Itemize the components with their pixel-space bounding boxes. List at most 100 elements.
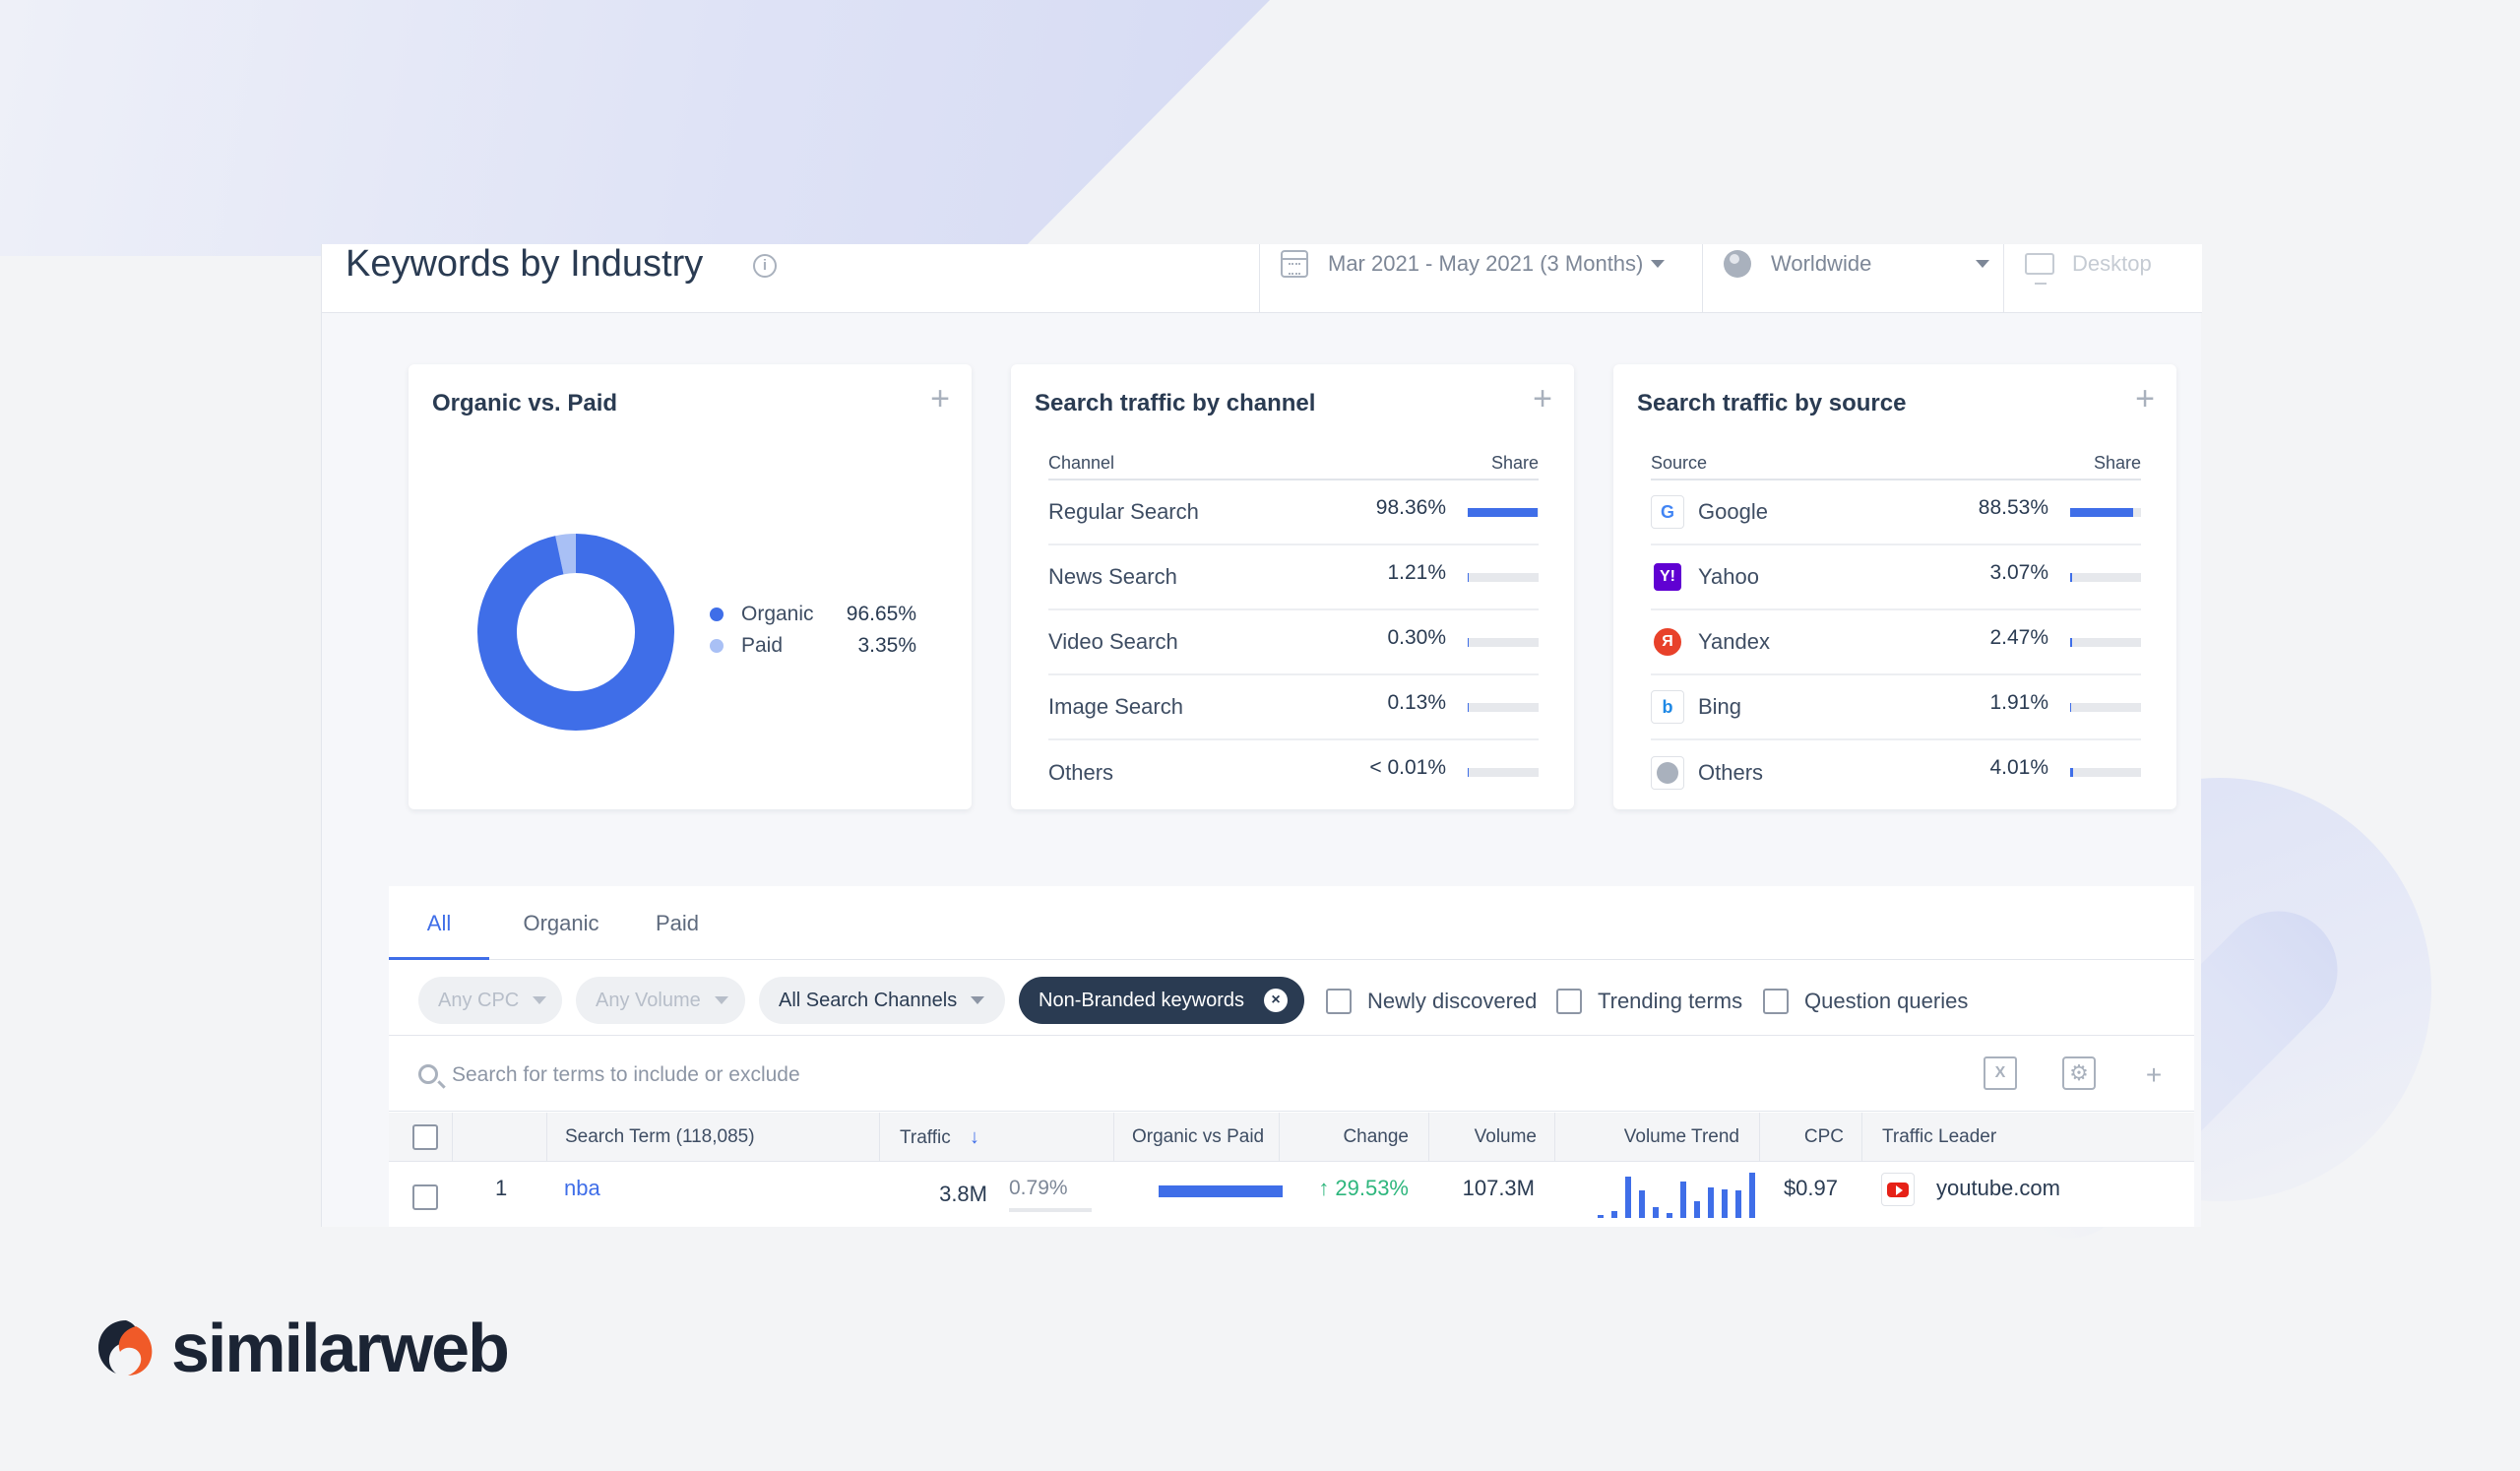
share-value: 0.13% [1387, 691, 1446, 714]
table-row[interactable]: Video Search 0.30% [1048, 610, 1539, 675]
table-row[interactable]: b Bing 1.91% [1651, 675, 2141, 740]
add-icon[interactable]: + [1533, 380, 1552, 417]
traffic-by-channel-card: Search traffic by channel + Channel Shar… [1011, 364, 1574, 809]
divider [2003, 244, 2004, 313]
date-range-selector[interactable]: Mar 2021 - May 2021 (3 Months) [1281, 244, 1666, 284]
column-header-term[interactable]: Search Term (118,085) [546, 1113, 895, 1162]
column-header-change[interactable]: Change [1279, 1113, 1428, 1162]
traffic-value: 3.8M [939, 1182, 987, 1206]
table-row[interactable]: Image Search 0.13% [1048, 675, 1539, 740]
page-title: Keywords by Industry [346, 243, 704, 285]
column-settings-icon[interactable]: ⚙ [2062, 1056, 2096, 1090]
share-bar-fill [2070, 703, 2072, 712]
table-row[interactable]: Regular Search 98.36% [1048, 480, 1539, 545]
volume-filter[interactable]: Any Volume [576, 977, 745, 1024]
source-cell: b Bing [1651, 690, 2141, 724]
checkbox[interactable] [1556, 989, 1582, 1014]
share-value: 1.21% [1387, 561, 1446, 584]
table-row[interactable]: Others 4.01% [1651, 740, 2141, 805]
select-all-checkbox[interactable] [412, 1124, 438, 1150]
table-row[interactable]: Others < 0.01% [1048, 740, 1539, 805]
question-queries-checkbox[interactable]: Question queries [1763, 989, 1968, 1014]
table-row[interactable]: G Google 88.53% [1651, 480, 2141, 545]
add-icon[interactable]: + [930, 380, 950, 417]
tab-organic[interactable]: Organic [523, 911, 599, 935]
keywords-section: All Organic Paid Any CPC Any Volume All … [389, 886, 2194, 1227]
source-name: Bing [1698, 694, 1742, 719]
search-input[interactable] [452, 1058, 1633, 1092]
trending-terms-checkbox[interactable]: Trending terms [1556, 989, 1742, 1014]
dashboard-panel: Keywords by Industry i Mar 2021 - May 20… [321, 243, 2202, 1227]
channel-table: Channel Share Regular Search 98.36% News… [1048, 447, 1539, 805]
card-title: Organic vs. Paid [432, 390, 618, 416]
tab-paid[interactable]: Paid [655, 911, 700, 935]
globe-icon [1651, 756, 1684, 790]
table-header: Channel Share [1048, 447, 1539, 480]
divider [1702, 244, 1703, 313]
share-bar [1468, 508, 1539, 517]
trend-bar [1680, 1182, 1686, 1218]
column-header: Source [1651, 452, 1708, 473]
column-header-leader[interactable]: Traffic Leader [1861, 1113, 2194, 1162]
chevron-down-icon [533, 996, 547, 1004]
channels-filter[interactable]: All Search Channels [759, 977, 1005, 1024]
share-bar-fill [1468, 768, 1470, 777]
table-row[interactable]: News Search 1.21% [1048, 545, 1539, 610]
share-value: 0.30% [1387, 626, 1446, 649]
column-header-trend[interactable]: Volume Trend [1554, 1113, 1759, 1162]
cpc-filter[interactable]: Any CPC [418, 977, 562, 1024]
trend-bar [1639, 1190, 1645, 1218]
search-term-link[interactable]: nba [564, 1176, 600, 1200]
google-icon: G [1651, 495, 1684, 529]
share-bar [1468, 768, 1539, 777]
column-header: Channel [1048, 452, 1115, 473]
table-header: Source Share [1651, 447, 2141, 480]
column-header: Share [2093, 452, 2141, 473]
table-row[interactable]: Я Yandex 2.47% [1651, 610, 2141, 675]
table-row[interactable]: Y! Yahoo 3.07% [1651, 545, 2141, 610]
traffic-leader-link[interactable]: youtube.com [1936, 1176, 2060, 1200]
share-bar [1468, 573, 1539, 582]
checkbox[interactable] [1763, 989, 1789, 1014]
column-header-traffic[interactable]: Traffic ↓ [879, 1113, 1113, 1162]
filter-bar: Any CPC Any Volume All Search Channels N… [389, 961, 2194, 1036]
row-checkbox[interactable] [412, 1184, 438, 1210]
add-icon[interactable]: + [2145, 1059, 2163, 1090]
channels-filter-label: All Search Channels [779, 989, 958, 1011]
table-row[interactable]: 1 nba 3.8M 0.79% ↑ 29.53% 107.3M $0.97 yo… [389, 1163, 2194, 1227]
legend-item-paid: Paid 3.35% [710, 630, 916, 662]
source-name: Google [1698, 499, 1768, 524]
share-bar-fill [2070, 638, 2072, 647]
share-bar-fill [1468, 508, 1538, 517]
legend-item-organic: Organic 96.65% [710, 599, 916, 630]
organic-vs-paid-card: Organic vs. Paid + Organic 96.65% Paid 3… [409, 364, 972, 809]
branded-filter-label: Non-Branded keywords [1039, 989, 1244, 1011]
monitor-icon [2025, 253, 2054, 285]
country-selector[interactable]: Worldwide [1724, 244, 1995, 284]
column-header-volume[interactable]: Volume [1428, 1113, 1554, 1162]
arrow-up-icon: ↑ [1318, 1176, 1330, 1200]
close-icon[interactable]: × [1264, 989, 1288, 1012]
trend-bar [1749, 1173, 1755, 1218]
share-bar [2070, 508, 2141, 517]
branded-filter-chip[interactable]: Non-Branded keywords × [1019, 977, 1304, 1024]
share-value: < 0.01% [1369, 756, 1446, 779]
add-icon[interactable]: + [2135, 380, 2155, 417]
globe-icon [1724, 250, 1751, 278]
card-title: Search traffic by channel [1035, 390, 1316, 416]
column-header-ovp[interactable]: Organic vs Paid [1113, 1113, 1279, 1162]
rank: 1 [495, 1176, 508, 1200]
tab-all[interactable]: All [389, 886, 489, 960]
trend-bar [1722, 1189, 1728, 1218]
device-selector[interactable]: Desktop [2025, 244, 2152, 285]
column-header-label: Traffic [900, 1127, 951, 1148]
column-header-cpc[interactable]: CPC [1759, 1113, 1861, 1162]
newly-discovered-checkbox[interactable]: Newly discovered [1326, 989, 1537, 1014]
legend-value: 96.65% [846, 603, 916, 625]
source-table: Source Share G Google 88.53% Y! Yahoo 3.… [1651, 447, 2141, 805]
excel-export-icon[interactable]: X [1984, 1056, 2017, 1090]
share-value: 98.36% [1375, 496, 1446, 519]
youtube-icon [1881, 1173, 1915, 1206]
checkbox[interactable] [1326, 989, 1352, 1014]
info-icon[interactable]: i [753, 254, 777, 278]
